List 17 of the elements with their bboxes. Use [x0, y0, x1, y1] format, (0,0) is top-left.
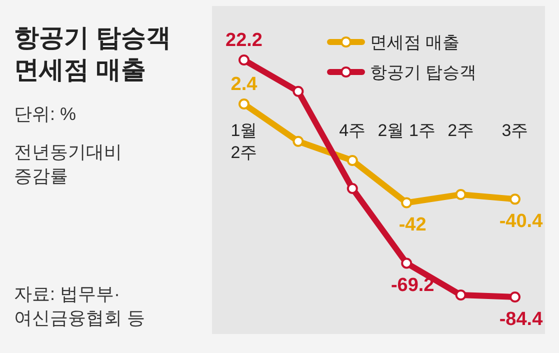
- annotation: 단위: %: [14, 104, 76, 124]
- x-tick-label: 3주: [502, 121, 528, 140]
- data-label: 22.2: [226, 30, 262, 51]
- annotation: 자료: 법무부· 여신금융협회 등: [14, 284, 146, 328]
- x-tick-label: 2월 1주: [378, 121, 436, 140]
- data-label: -40.4: [499, 211, 543, 232]
- annotation: 전년동기대비 증감률: [14, 142, 122, 186]
- legend-label: 항공기 탑승객: [370, 63, 477, 82]
- data-label: -42: [398, 214, 426, 236]
- data-label: 2.4: [230, 74, 258, 96]
- x-tick-label: 4주: [339, 121, 366, 140]
- x-tick-label: 1월 2주: [230, 121, 258, 162]
- title: 항공기 탑승객 면세점 매출: [14, 24, 171, 84]
- data-label: -84.4: [499, 309, 543, 330]
- legend-label: 면세점 매출: [370, 33, 460, 52]
- data-label: -69.2: [390, 275, 434, 296]
- x-tick-label: 2주: [448, 121, 474, 140]
